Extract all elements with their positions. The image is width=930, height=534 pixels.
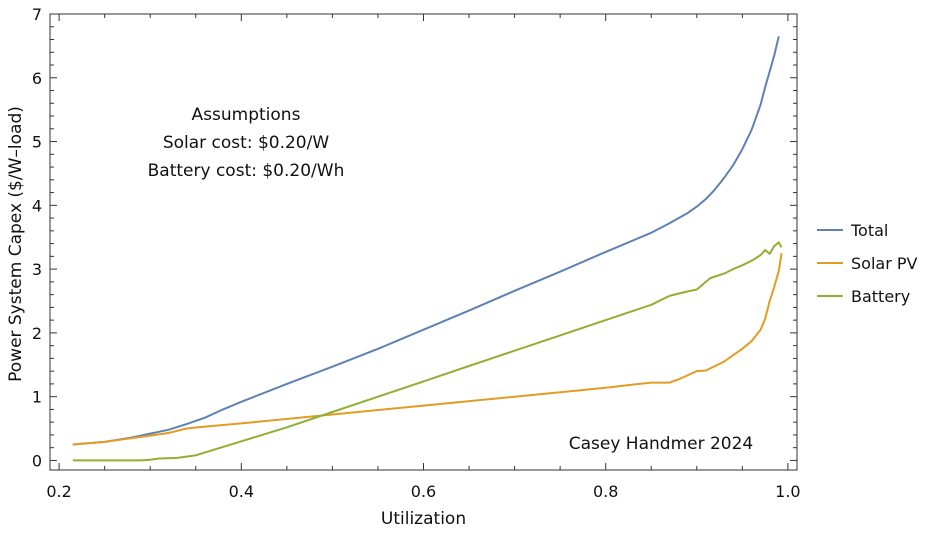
legend: Total Solar PV Battery (817, 221, 918, 306)
annotation-battery-cost: Battery cost: $0.20/Wh (148, 161, 345, 181)
y-tick-label: 4 (32, 196, 42, 215)
y-tick-label: 5 (32, 133, 42, 152)
y-tick-label: 6 (32, 69, 42, 88)
annotations: Assumptions Solar cost: $0.20/W Battery … (148, 105, 754, 454)
legend-label-total: Total (850, 221, 888, 240)
y-tick-label: 1 (32, 388, 42, 407)
plot-frame (49, 13, 798, 471)
x-tick-label: 0.4 (229, 482, 254, 501)
y-tick-label: 3 (32, 260, 42, 279)
series-line-total (72, 36, 780, 446)
annotation-assumptions-title: Assumptions (192, 105, 301, 125)
y-tick-label: 2 (32, 324, 42, 343)
annotation-solar-cost: Solar cost: $0.20/W (163, 133, 330, 153)
annotation-credit: Casey Handmer 2024 (569, 434, 754, 454)
legend-label-battery: Battery (851, 287, 910, 306)
series-line-battery (72, 241, 783, 462)
x-tick-label: 0.6 (411, 482, 436, 501)
series-line-solar-pv (72, 253, 783, 446)
x-tick-label: 0.2 (46, 482, 71, 501)
y-tick-label: 0 (32, 451, 42, 470)
x-axis-label: Utilization (381, 509, 466, 529)
y-tick-label: 7 (32, 5, 42, 24)
y-axis-label: Power System Capex ($/W–load) (6, 106, 26, 382)
legend-label-solar-pv: Solar PV (851, 254, 918, 273)
x-tick-label: 0.8 (593, 482, 618, 501)
x-tick-label: 1.0 (775, 482, 800, 501)
plot-area: 0.2 0.4 0.6 0.8 1.0 0 1 2 3 4 5 6 7 (32, 5, 801, 501)
